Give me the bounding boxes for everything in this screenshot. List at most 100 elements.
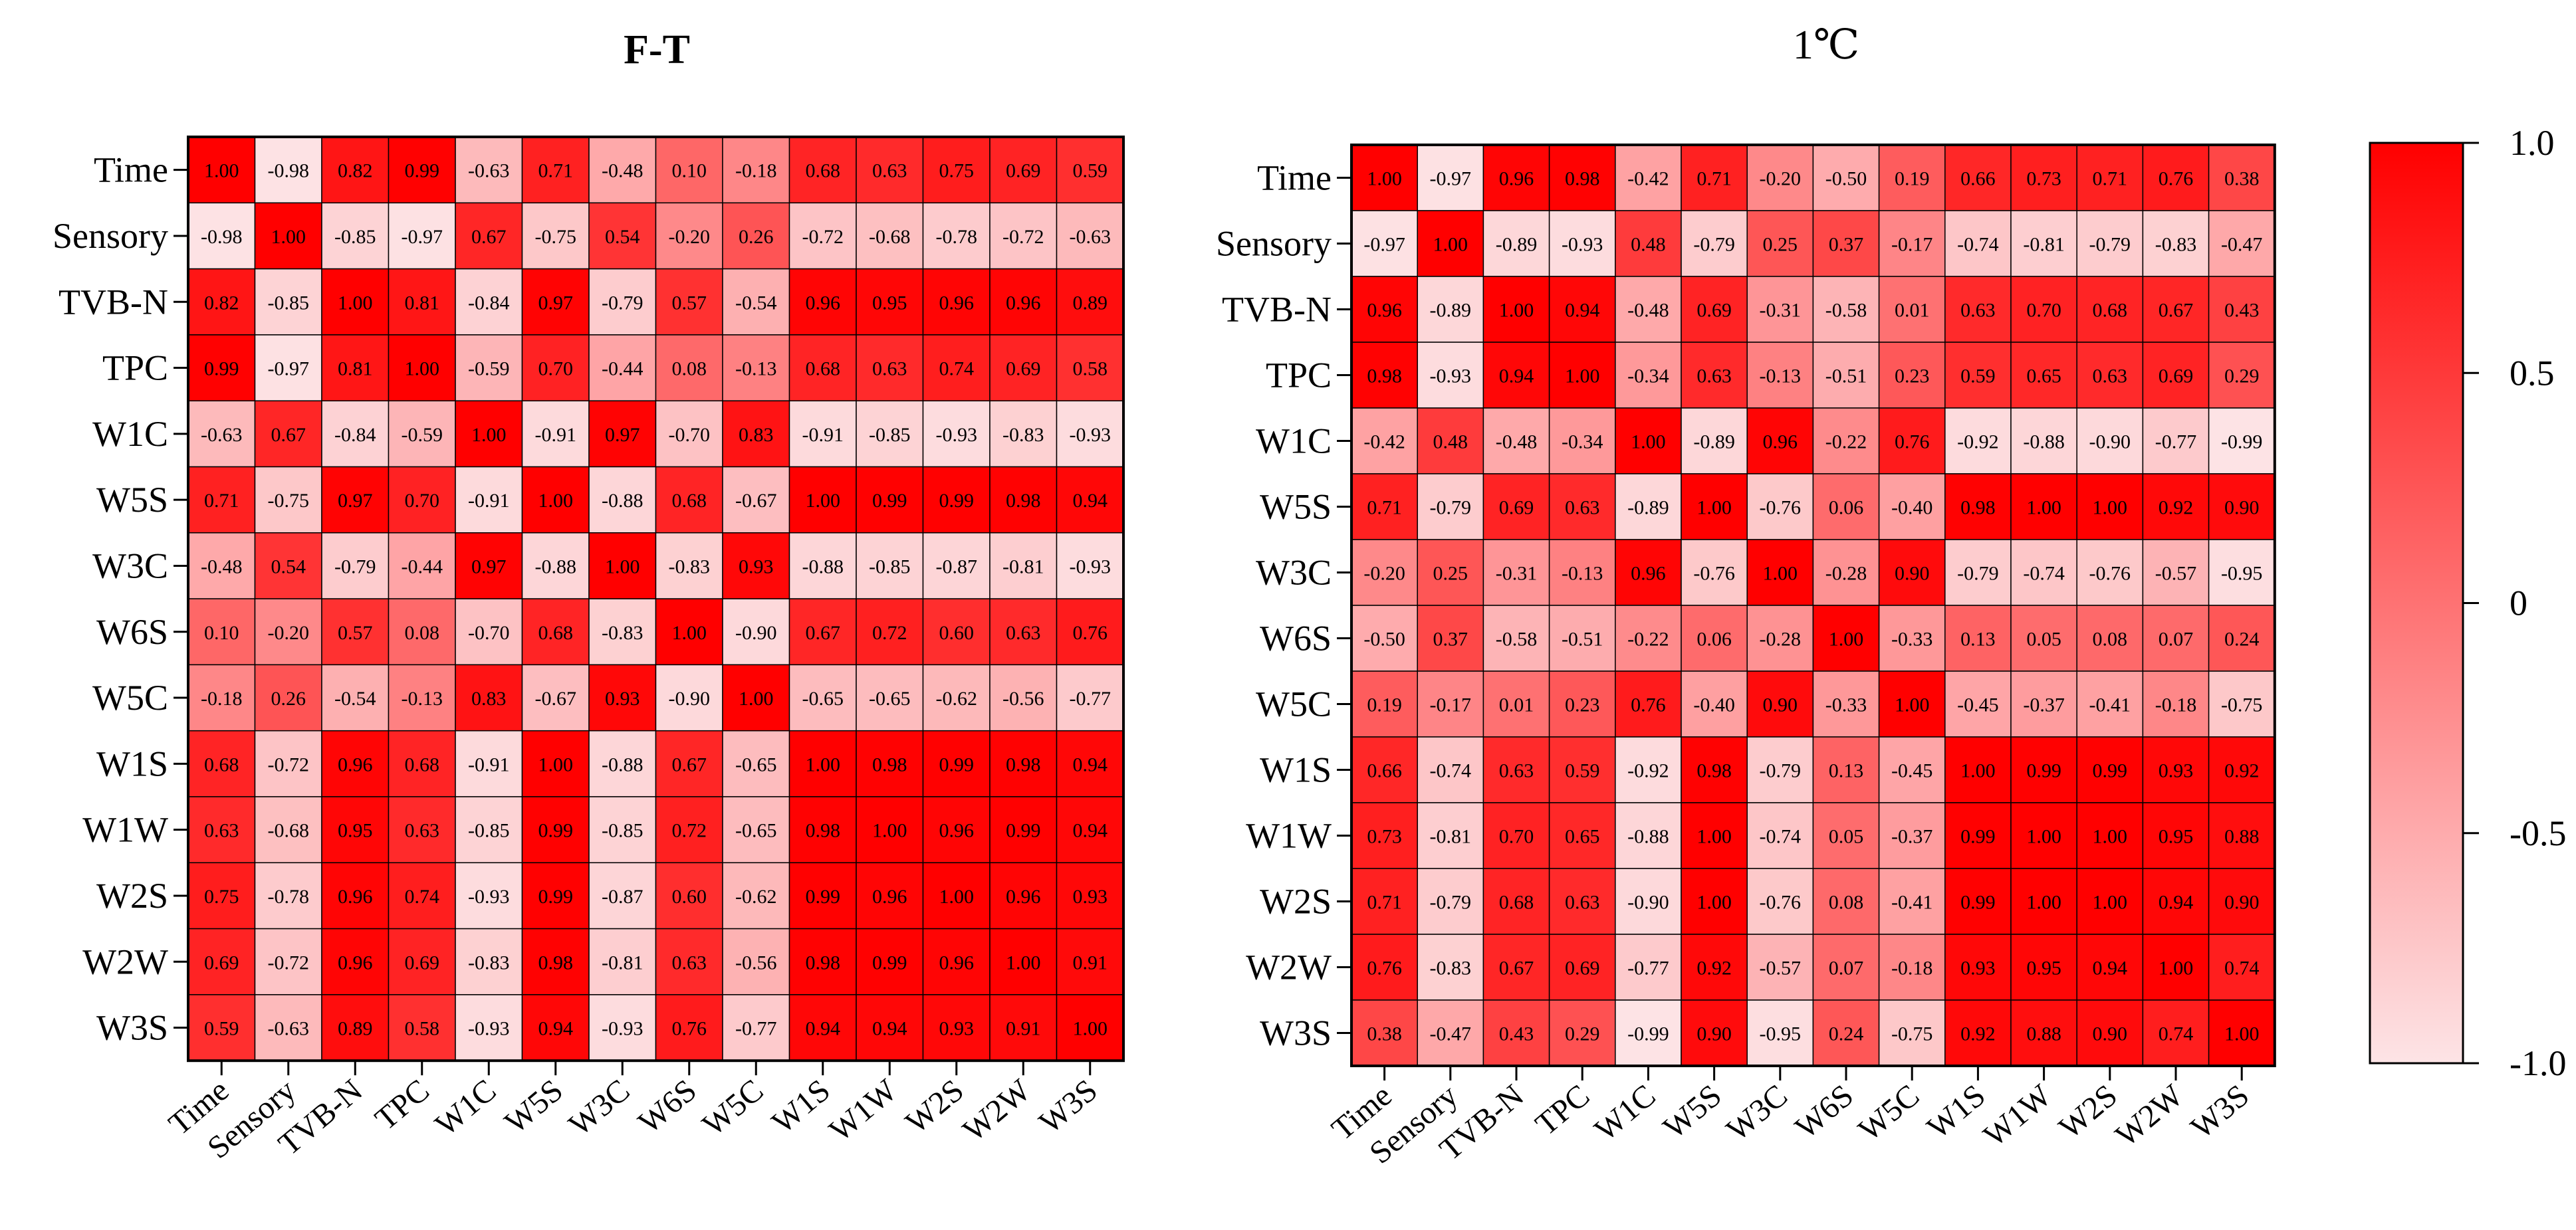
cell-value-label: 0.98 [1006, 490, 1041, 512]
cell-value-label: 0.05 [1829, 826, 1864, 848]
cell-value-label: 0.48 [1631, 234, 1666, 256]
cell-value-label: 0.97 [538, 292, 574, 314]
heatmap-cell [1482, 210, 1550, 277]
heatmap-cell [1878, 144, 1946, 211]
cell-value-label: 0.63 [872, 160, 907, 182]
cell-value-label: 0.99 [872, 952, 907, 974]
cell-value-label: 0.90 [1763, 694, 1798, 716]
cell-value-label: 0.75 [939, 160, 975, 182]
cell-value-label: 0.88 [2026, 1023, 2061, 1045]
heatmap-frame [187, 136, 1125, 1063]
cell-value-label: 0.67 [471, 226, 507, 248]
heatmap-cell [2142, 210, 2210, 277]
heatmap-cell [2076, 605, 2144, 672]
cell-value-label: -0.48 [602, 160, 644, 182]
heatmap-cell [455, 730, 523, 797]
row-label: Time [1257, 158, 1332, 198]
cell-value-label: -0.85 [468, 820, 510, 842]
cell-value-label: 0.23 [1565, 694, 1600, 716]
cell-value-label: 1.00 [1763, 563, 1798, 585]
heatmap-cell [588, 532, 657, 599]
cell-value-label: 0.68 [672, 490, 707, 512]
cell-value-label: -0.76 [1760, 892, 1802, 914]
cell-value-label: -0.57 [1760, 958, 1802, 979]
heatmap-cell [1812, 342, 1880, 409]
cell-value-label: 0.98 [872, 754, 907, 775]
cell-value-label: 0.95 [2159, 826, 2194, 848]
cell-value-label: 1.00 [2026, 497, 2061, 519]
cell-value-label: -0.75 [268, 490, 310, 512]
heatmap-cell [1417, 210, 1484, 277]
heatmap-cell [2010, 605, 2077, 672]
cell-value-label: 0.59 [1565, 760, 1600, 782]
cell-value-label: 0.96 [1367, 300, 1402, 322]
heatmap-cell [254, 730, 322, 797]
cell-value-label: 0.08 [405, 622, 440, 644]
cell-value-label: 0.93 [1073, 886, 1108, 908]
cell-value-label: 0.71 [538, 160, 574, 182]
heatmap-cell [655, 664, 723, 732]
cell-value-label: 0.38 [1367, 1023, 1402, 1045]
heatmap-cell [1417, 999, 1484, 1067]
cell-value-label: -0.79 [1430, 497, 1472, 519]
cell-value-label: 0.54 [271, 556, 306, 577]
cell-value-label: 0.98 [1006, 754, 1041, 775]
cell-value-label: -0.13 [402, 688, 443, 710]
heatmap-cell [1944, 999, 2012, 1067]
cell-value-label: 0.01 [1895, 300, 1930, 322]
cell-value-label: -0.87 [936, 556, 978, 577]
cell-value-label: -0.76 [1760, 497, 1802, 519]
cell-value-label: -0.72 [802, 226, 844, 248]
cell-value-label: 0.63 [1960, 300, 1996, 322]
cell-value-label: -0.83 [1002, 424, 1044, 446]
heatmap-cell [1746, 605, 1814, 672]
cell-value-label: 0.95 [872, 292, 907, 314]
col-label: W1S [765, 1073, 837, 1140]
heatmap-cell [2142, 473, 2210, 540]
heatmap-cell [521, 862, 590, 930]
colorbar-tick-label: -0.5 [2510, 813, 2566, 853]
heatmap-cell [455, 334, 523, 401]
cell-value-label: 0.68 [2093, 300, 2128, 322]
cell-value-label: 0.89 [338, 1018, 373, 1040]
heatmap-cell [2010, 210, 2077, 277]
heatmap-cell [2010, 144, 2077, 211]
cell-value-label: 0.63 [1499, 760, 1534, 782]
heatmap-cell [2010, 934, 2077, 1001]
heatmap-cell [2142, 999, 2210, 1067]
heatmap-cell [1482, 736, 1550, 803]
cell-value-label: -0.79 [334, 556, 376, 577]
heatmap-cell [1482, 868, 1550, 935]
heatmap-cell [655, 400, 723, 468]
heatmap-cell [655, 532, 723, 599]
colorbar-tick-label: -1.0 [2510, 1043, 2566, 1083]
cell-value-label: -0.34 [1627, 365, 1669, 387]
heatmap-cell [254, 796, 322, 864]
heatmap-cell [1812, 407, 1880, 474]
cell-value-label: 0.13 [1829, 760, 1864, 782]
heatmap-cell [521, 994, 590, 1061]
cell-value-label: 1.00 [1697, 826, 1732, 848]
row-label: Sensory [1216, 224, 1332, 264]
cell-value-label: -0.18 [735, 160, 777, 182]
cell-value-label: -0.31 [1496, 563, 1538, 585]
cell-value-label: 0.67 [2159, 300, 2194, 322]
col-label: W5S [498, 1073, 570, 1140]
heatmap-cell [722, 862, 790, 930]
heatmap-cell [2076, 868, 2144, 935]
heatmap-cell [1944, 342, 2012, 409]
heatmap-cell [2208, 342, 2276, 409]
cell-value-label: -0.45 [1957, 694, 1999, 716]
cell-value-label: 1.00 [271, 226, 306, 248]
colorbar-tick-label: 1.0 [2510, 123, 2555, 163]
cell-value-label: 0.69 [1565, 958, 1600, 979]
cell-value-label: 0.69 [1006, 358, 1041, 380]
cell-value-label: 1.00 [1631, 431, 1666, 453]
cell-value-label: 0.99 [538, 820, 574, 842]
cell-value-label: 0.19 [1895, 168, 1930, 190]
heatmap-cell [2208, 868, 2276, 935]
cell-value-label: 0.98 [1697, 760, 1732, 782]
heatmap-cell [588, 994, 657, 1061]
heatmap-cell [521, 334, 590, 401]
cell-value-label: 1.00 [2159, 958, 2194, 979]
